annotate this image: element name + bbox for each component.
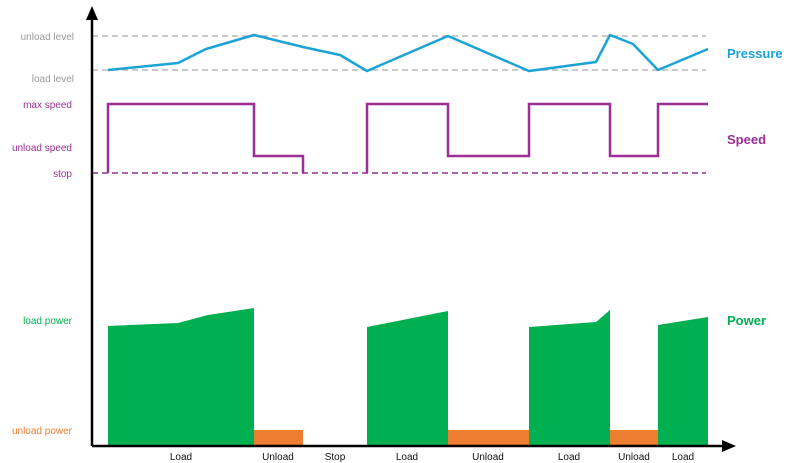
phase-label: Unload: [262, 452, 294, 463]
unload-power-block: [448, 430, 529, 446]
y-label-max-speed: max speed: [23, 100, 72, 111]
phase-label: Unload: [472, 452, 504, 463]
speed-trace: [365, 102, 708, 173]
power-series-label: Power: [727, 313, 766, 328]
load-power-block: [658, 317, 708, 446]
unload-power-block: [610, 430, 658, 446]
y-label-load-power: load power: [23, 316, 73, 327]
phase-label: Load: [558, 452, 580, 463]
phase-label: Stop: [325, 452, 346, 463]
unload-power-block: [254, 430, 303, 446]
y-label-unload-level: unload level: [21, 32, 74, 43]
pressure-trace: [107, 33, 709, 73]
y-label-stop: stop: [53, 169, 72, 180]
load-power-block: [367, 311, 448, 446]
phase-label: Load: [170, 452, 192, 463]
phase-label: Load: [396, 452, 418, 463]
load-power-block: [529, 310, 610, 446]
load-power-block: [108, 308, 254, 446]
y-axis-arrow-icon: [86, 6, 98, 20]
speed-series-label: Speed: [727, 132, 766, 147]
pressure-series-label: Pressure: [727, 46, 783, 61]
x-axis-arrow-icon: [722, 440, 736, 452]
y-label-load-level: load level: [32, 74, 74, 85]
phase-label: Load: [672, 452, 694, 463]
speed-trace: [106, 102, 305, 173]
y-label-unload-speed: unload speed: [12, 143, 72, 154]
phase-label: Unload: [618, 452, 650, 463]
y-label-unload-power: unload power: [12, 426, 73, 437]
